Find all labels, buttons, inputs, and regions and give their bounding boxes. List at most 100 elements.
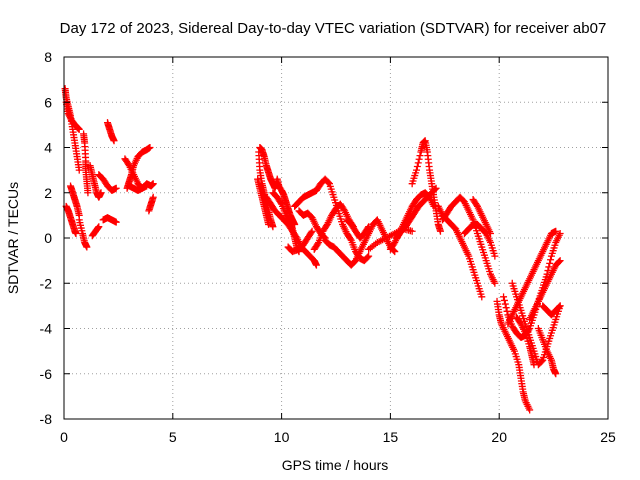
data-point: [325, 179, 333, 187]
data-point: [95, 223, 103, 231]
data-point: [72, 229, 80, 237]
series-arc31: [408, 137, 444, 235]
series-arc38: [508, 279, 564, 369]
series-arc4: [67, 182, 83, 219]
series-arc5: [75, 216, 91, 251]
axis-ticks: 0 5 10 15 20 25 -8 -6 -4 -2 0 2 4 6 8: [40, 49, 616, 445]
data-point: [364, 224, 372, 232]
data-point: [364, 253, 372, 261]
data-point: [502, 304, 510, 312]
data-point: [526, 406, 534, 414]
data-point: [365, 223, 373, 231]
series-arc7: [86, 162, 105, 201]
data-point: [314, 240, 322, 248]
series-arc13: [123, 144, 154, 192]
series-arc41: [534, 325, 560, 378]
series-arc9: [95, 171, 120, 194]
data-point: [112, 218, 120, 226]
data-point: [556, 302, 564, 310]
data-points: [61, 85, 564, 414]
data-point: [94, 224, 102, 232]
series-arc11: [104, 119, 118, 145]
x-tick-label: 10: [274, 429, 290, 445]
series-arc3: [62, 202, 80, 237]
data-point: [486, 229, 494, 237]
data-point: [413, 166, 421, 174]
chart-title: Day 172 of 2023, Sidereal Day-to-day VTE…: [60, 20, 607, 37]
data-point: [500, 293, 508, 301]
y-tick-label: 4: [44, 140, 52, 156]
data-point: [146, 144, 154, 151]
x-tick-label: 20: [491, 429, 507, 445]
series-arc34: [460, 220, 499, 260]
data-point: [416, 152, 424, 160]
data-point: [110, 137, 118, 145]
series-arc8: [88, 223, 103, 240]
data-point: [545, 263, 553, 271]
data-point: [478, 293, 486, 301]
data-point: [547, 256, 555, 264]
x-axis-label: GPS time / hours: [282, 457, 389, 473]
data-point: [432, 184, 440, 192]
y-tick-label: -2: [40, 275, 53, 291]
data-point: [556, 229, 564, 237]
data-point: [320, 233, 328, 241]
x-tick-label: 5: [169, 429, 177, 445]
series-arc35: [469, 196, 494, 237]
data-point: [501, 300, 509, 308]
x-tick-label: 0: [60, 429, 68, 445]
data-point: [346, 235, 354, 243]
series-arc23: [295, 207, 329, 242]
series-arc14: [125, 182, 151, 194]
data-point: [149, 193, 157, 201]
data-point: [552, 227, 560, 235]
data-point: [308, 227, 316, 235]
data-point: [84, 189, 92, 197]
data-point: [75, 166, 83, 174]
series-arc39: [504, 227, 560, 328]
series-arc40: [526, 257, 564, 323]
data-point: [530, 361, 538, 369]
data-point: [491, 279, 499, 287]
data-point: [265, 220, 273, 228]
data-point: [436, 227, 444, 235]
data-point: [365, 252, 373, 260]
data-point: [75, 125, 83, 133]
series-arc36: [493, 297, 534, 414]
data-point: [552, 370, 560, 378]
data-point: [500, 296, 508, 304]
data-point: [391, 248, 399, 256]
series-arc15: [145, 193, 157, 215]
data-point: [312, 261, 320, 269]
y-tick-label: 0: [44, 230, 52, 246]
data-point: [112, 184, 120, 192]
data-point: [97, 189, 105, 197]
series-arc27: [343, 216, 373, 242]
y-tick-label: 8: [44, 49, 52, 65]
series-arc21: [273, 180, 299, 228]
series-arc43: [513, 313, 538, 369]
data-point: [538, 357, 546, 365]
series-arc17: [254, 175, 273, 228]
data-point: [291, 220, 299, 228]
data-point: [413, 163, 421, 171]
data-point: [555, 258, 563, 266]
series-arc2: [62, 98, 83, 133]
data-point: [408, 227, 416, 235]
data-point: [555, 303, 563, 311]
data-point: [143, 182, 151, 190]
data-point: [503, 307, 511, 315]
grid-lines: [64, 57, 608, 419]
data-point: [83, 243, 91, 251]
x-tick-label: 15: [383, 429, 399, 445]
series-arc10: [99, 214, 120, 226]
data-point: [556, 257, 564, 265]
y-tick-label: -6: [40, 366, 53, 382]
x-tick-label: 25: [600, 429, 616, 445]
data-point: [415, 155, 423, 163]
data-point: [546, 259, 554, 267]
y-tick-label: -8: [40, 411, 53, 427]
y-tick-label: 6: [44, 94, 52, 110]
series-arc22: [284, 227, 316, 256]
